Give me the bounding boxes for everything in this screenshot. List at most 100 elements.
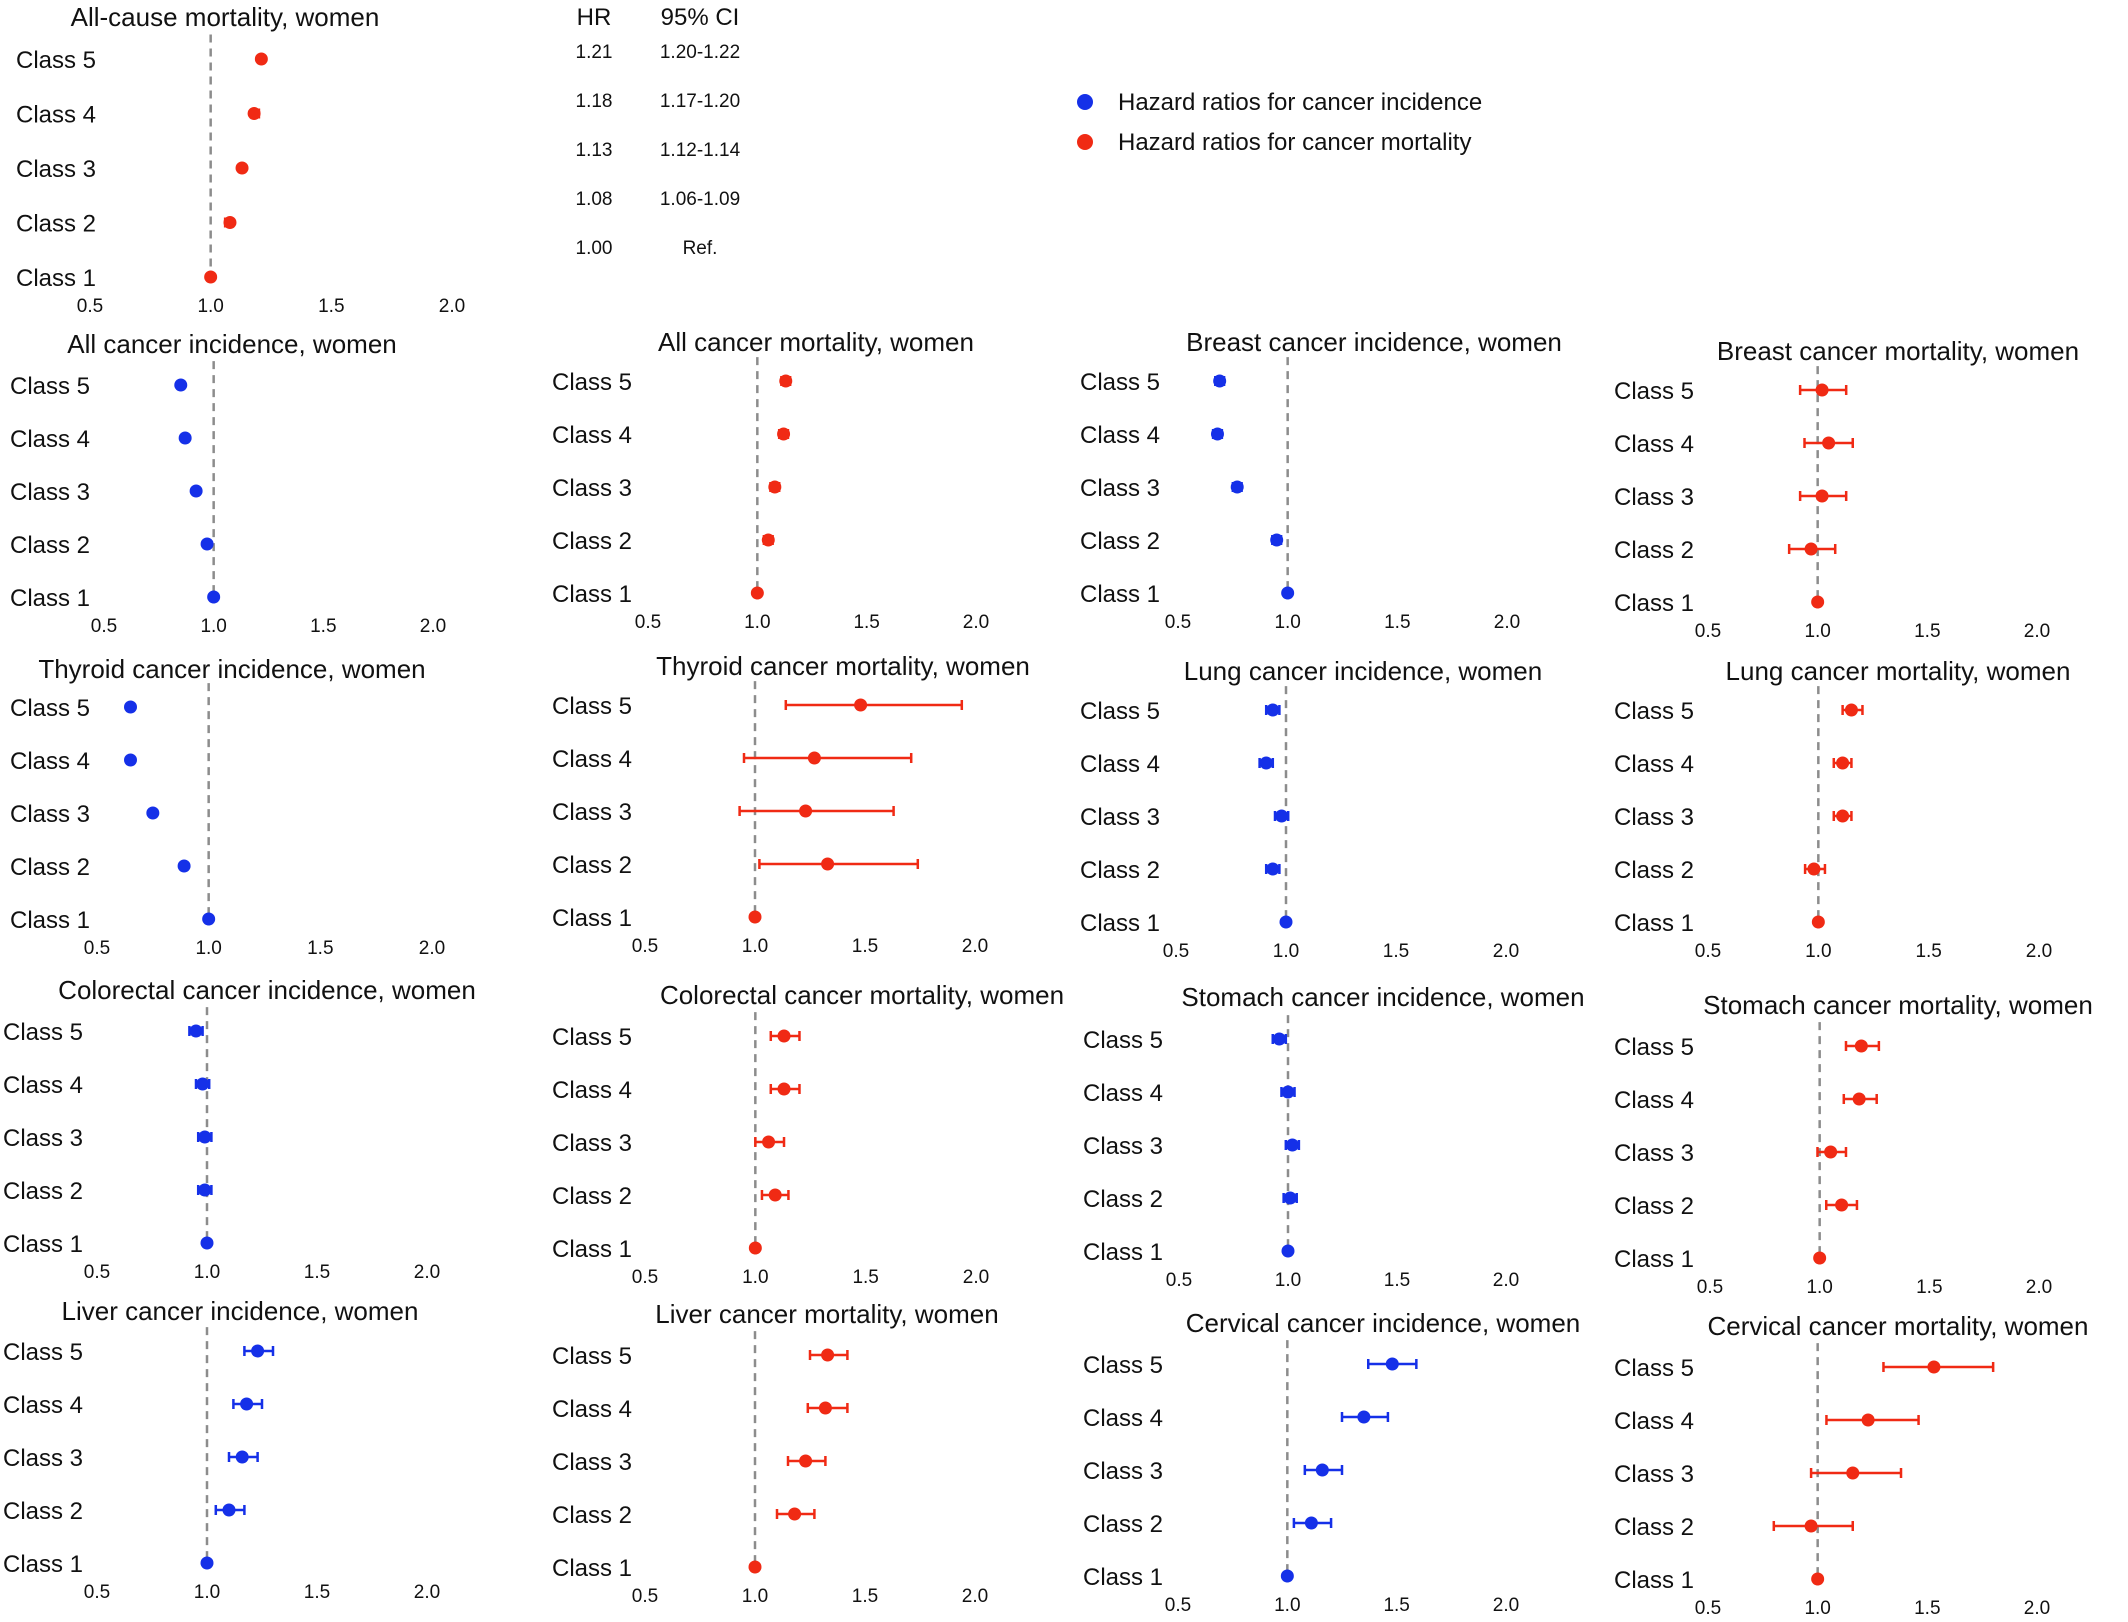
hr-point [777,427,791,441]
class-label: Class 4 [1083,1080,1163,1107]
x-tick-label: 1.0 [194,1262,220,1283]
class-label: Class 2 [10,854,90,881]
forest-panel: Stomach cancer mortality, women Class 5 Cl… [1614,990,2093,1298]
class-label: Class 1 [10,907,90,934]
class-label: Class 3 [1080,475,1160,502]
hr-point [854,698,868,712]
class-label: Class 3 [552,799,632,826]
hr-point [1230,480,1244,494]
x-tick-label: 2.0 [963,612,989,633]
x-tick-label: 0.5 [1166,1270,1192,1291]
x-tick-label: 1.0 [1805,941,1831,962]
class-label: Class 1 [1080,910,1160,937]
forest-panel: Thyroid cancer mortality, women Class 5 Cl… [552,651,1030,957]
x-tick-label: 1.0 [742,1267,768,1288]
class-label: Class 2 [3,1178,83,1205]
x-tick-label: 1.0 [1806,1277,1832,1298]
class-label: Class 2 [552,852,632,879]
hr-point [223,216,237,229]
x-tick-label: 2.0 [414,1262,440,1283]
x-tick-label: 1.0 [1804,621,1830,642]
x-tick-label: 1.0 [194,1582,220,1603]
x-tick-label: 2.0 [420,616,446,637]
class-label: Class 4 [16,102,96,129]
hr-point [1280,1569,1294,1583]
hr-point [235,161,249,175]
class-label: Class 1 [552,581,632,608]
x-tick-label: 2.0 [439,296,465,317]
class-label: Class 3 [1614,484,1694,511]
forest-panel: Stomach cancer incidence, women Class 5 Cl… [1083,982,1585,1291]
panel-title: Colorectal cancer mortality, women [660,980,1064,1010]
class-label: Class 5 [552,1024,632,1051]
hr-point [247,107,261,120]
class-label: Class 4 [552,1396,632,1423]
x-tick-label: 2.0 [2026,1277,2052,1298]
ci-value: Ref. [683,238,718,259]
panel-title: Lung cancer mortality, women [1726,656,2071,686]
x-tick-label: 0.5 [632,1267,658,1288]
class-label: Class 5 [1083,1352,1163,1379]
x-tick-label: 2.0 [1494,612,1520,633]
ci-value: 1.20-1.22 [660,42,740,63]
hr-point [1281,1244,1295,1258]
hr-point [1281,586,1295,600]
class-label: Class 2 [1083,1186,1163,1213]
x-tick-label: 0.5 [632,1586,658,1607]
hr-ci-table: HR 95% CI 1.21 1.20-1.22 1.18 1.17-1.20 … [576,4,741,259]
legend-mortality-label: Hazard ratios for cancer mortality [1118,129,1471,156]
hr-value: 1.08 [576,189,613,210]
hr-point [1266,862,1280,876]
hr-point [777,1082,791,1096]
forest-panel: Lung cancer incidence, women Class 5 Class… [1080,656,1542,962]
hr-point [1811,915,1825,929]
hr-point [1815,489,1829,503]
hr-value: 1.21 [576,42,613,63]
x-tick-label: 1.5 [852,936,878,957]
forest-panel: Liver cancer incidence, women Class 5 Clas… [3,1296,440,1603]
hr-point [768,480,782,494]
hr-point [779,374,793,388]
x-tick-label: 0.5 [1697,1277,1723,1298]
class-label: Class 1 [16,265,96,292]
panel-title: Liver cancer mortality, women [655,1299,998,1329]
class-label: Class 3 [3,1125,83,1152]
class-label: Class 4 [1614,431,1694,458]
class-label: Class 2 [1080,857,1160,884]
ci-column-header: 95% CI [661,4,740,31]
x-tick-label: 0.5 [632,936,658,957]
hr-column-header: HR [577,4,612,31]
panel-title: All cancer incidence, women [67,329,397,359]
x-tick-label: 2.0 [1493,941,1519,962]
hr-point [807,751,821,765]
x-tick-label: 1.0 [1274,1595,1300,1616]
hr-point [1272,1032,1286,1046]
class-label: Class 4 [10,426,90,453]
hr-point [1804,1519,1818,1533]
x-tick-label: 1.0 [1275,1270,1301,1291]
x-tick-label: 1.5 [318,296,344,317]
class-label: Class 2 [1614,857,1694,884]
x-tick-label: 2.0 [2024,1598,2050,1619]
class-label: Class 4 [552,422,632,449]
x-tick-label: 1.0 [744,612,770,633]
class-label: Class 3 [1614,804,1694,831]
panel-title: All cancer mortality, women [658,327,974,357]
hr-point [235,1450,249,1464]
hr-point [1927,1360,1941,1374]
class-label: Class 2 [1080,528,1160,555]
panel-title: Colorectal cancer incidence, women [58,975,476,1005]
class-label: Class 3 [1083,1458,1163,1485]
hr-point [1385,1357,1399,1371]
panel-title: Stomach cancer incidence, women [1181,982,1584,1012]
hr-point [200,1236,214,1250]
hr-point [146,806,160,820]
x-tick-label: 2.0 [962,936,988,957]
class-label: Class 5 [1614,1355,1694,1382]
hr-point [1315,1463,1329,1477]
class-label: Class 5 [552,693,632,720]
x-tick-label: 0.5 [1695,941,1721,962]
hr-point [207,590,221,604]
x-tick-label: 0.5 [1163,941,1189,962]
